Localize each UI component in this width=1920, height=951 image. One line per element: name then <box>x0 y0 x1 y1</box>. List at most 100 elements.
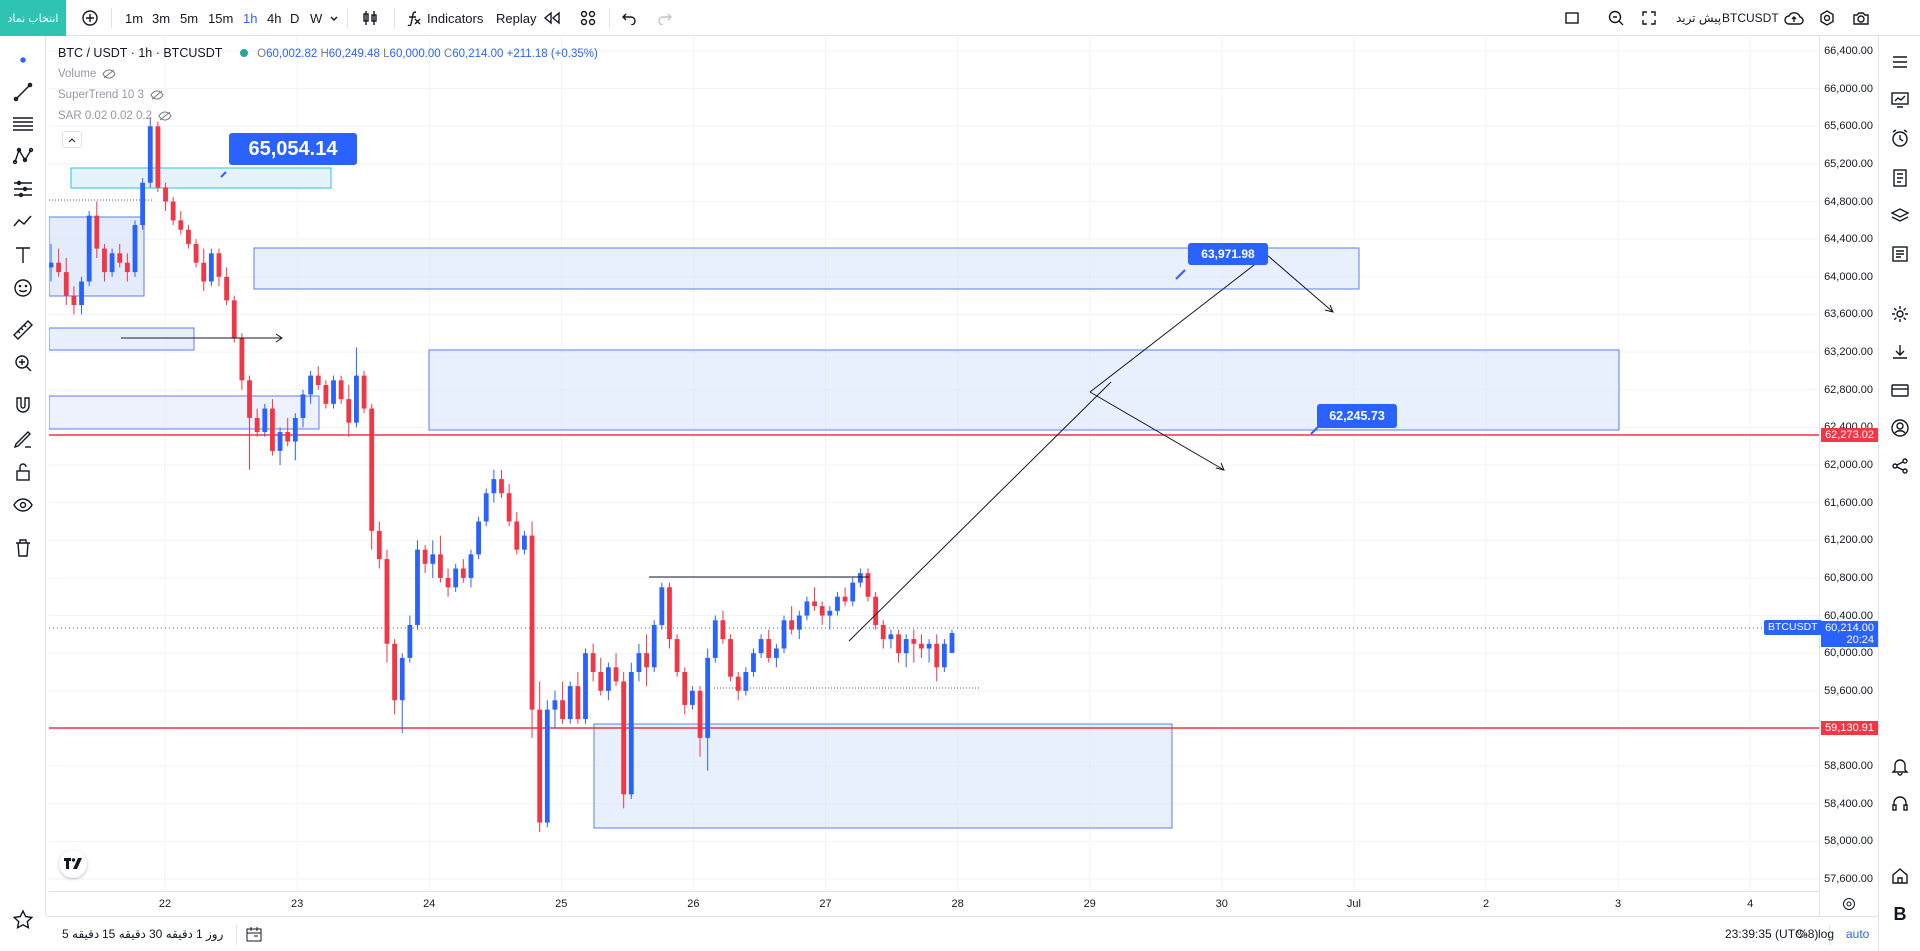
candle[interactable] <box>674 639 680 672</box>
candle[interactable] <box>300 394 306 418</box>
replay-rewind-icon[interactable] <box>542 0 562 36</box>
candle[interactable] <box>575 686 581 720</box>
home-icon[interactable] <box>1888 864 1912 888</box>
replay-button[interactable]: Replay <box>496 10 537 26</box>
candle[interactable] <box>758 639 764 654</box>
candle[interactable] <box>124 262 130 273</box>
candle[interactable] <box>285 432 291 442</box>
interval-4h[interactable]: 4h <box>267 10 282 26</box>
emoji-icon[interactable] <box>11 276 35 300</box>
candle[interactable] <box>659 587 665 625</box>
candle[interactable] <box>155 126 161 188</box>
candle[interactable] <box>94 215 100 249</box>
settings-icon[interactable] <box>1818 0 1836 36</box>
candle[interactable] <box>109 253 115 273</box>
candle[interactable] <box>102 248 107 273</box>
redo-icon[interactable] <box>657 0 673 36</box>
projection-arrow-down[interactable] <box>1089 391 1225 471</box>
candle[interactable] <box>934 643 940 668</box>
price-chart[interactable] <box>49 36 1819 916</box>
candle[interactable] <box>728 639 733 677</box>
candle[interactable] <box>453 568 459 588</box>
gear-icon[interactable] <box>1888 302 1912 326</box>
trend-line-icon[interactable] <box>11 80 35 104</box>
price-axis[interactable]: 57,600.0058,000.0058,400.0058,800.0059,2… <box>1819 36 1878 916</box>
axis-settings-icon[interactable] <box>1842 897 1856 911</box>
candle[interactable] <box>208 253 214 282</box>
candle-type-icon[interactable] <box>362 0 378 36</box>
candle[interactable] <box>193 243 199 263</box>
candle[interactable] <box>338 380 344 400</box>
candle[interactable] <box>308 375 314 395</box>
candle[interactable] <box>735 676 741 691</box>
projection-arrow-down-2[interactable] <box>1266 254 1334 313</box>
cursor-dot-icon[interactable] <box>11 48 35 72</box>
projection-line-long[interactable] <box>848 381 1112 642</box>
candle[interactable] <box>720 620 726 640</box>
pretrade-label[interactable]: پیش ترید <box>1676 11 1722 25</box>
candle[interactable] <box>537 709 543 823</box>
candle[interactable] <box>460 568 466 578</box>
candle[interactable] <box>873 596 879 625</box>
candle[interactable] <box>147 126 153 183</box>
candle[interactable] <box>384 559 390 644</box>
interval-15m[interactable]: 15m <box>208 10 234 26</box>
interval-d[interactable]: D <box>290 10 300 26</box>
percent-toggle[interactable]: % <box>1797 927 1808 941</box>
pattern-icon[interactable] <box>11 144 35 168</box>
candle[interactable] <box>880 624 886 640</box>
layout-grid-icon[interactable] <box>580 0 596 36</box>
candle[interactable] <box>407 624 413 658</box>
candle[interactable] <box>483 493 489 522</box>
zone-58600[interactable] <box>593 723 1173 829</box>
user-icon[interactable] <box>1888 416 1912 440</box>
auto-toggle[interactable]: auto <box>1846 927 1870 941</box>
candle[interactable] <box>773 648 779 658</box>
candle[interactable] <box>178 220 184 230</box>
candle[interactable] <box>346 399 352 423</box>
candle[interactable] <box>949 633 955 653</box>
candle[interactable] <box>239 337 245 381</box>
text-icon[interactable] <box>11 243 35 267</box>
brush-icon[interactable] <box>11 210 35 234</box>
candle[interactable] <box>323 385 329 404</box>
interval-5m[interactable]: 5m <box>180 10 199 26</box>
candle[interactable] <box>369 408 375 531</box>
candle[interactable] <box>613 667 619 682</box>
undo-icon[interactable] <box>621 0 637 36</box>
zoom-search-icon[interactable] <box>1607 0 1625 36</box>
candle[interactable] <box>544 709 550 823</box>
candle[interactable] <box>567 686 573 720</box>
news-icon[interactable] <box>1888 242 1912 266</box>
candle[interactable] <box>399 657 405 701</box>
candle[interactable] <box>644 653 649 668</box>
range-1d[interactable]: 1 روز <box>196 927 224 941</box>
lock-icon[interactable] <box>11 460 35 484</box>
time-axis[interactable]: 22 23 24 25 26 27 28 29 30 Jul 2 3 4 <box>49 891 1855 916</box>
candle[interactable] <box>812 601 817 607</box>
candle[interactable] <box>117 253 123 263</box>
candle[interactable] <box>552 700 558 710</box>
candle[interactable] <box>79 281 84 306</box>
range-5m[interactable]: 5 دقیقه <box>62 927 100 941</box>
candle[interactable] <box>919 643 924 649</box>
candle[interactable] <box>292 417 298 442</box>
candle[interactable] <box>468 554 474 578</box>
indicators-button[interactable]: Indicators <box>427 10 484 26</box>
symbol-search-button[interactable]: انتخاب نماد <box>0 0 66 36</box>
eye-hidden-icon[interactable] <box>158 111 172 121</box>
candle[interactable] <box>86 215 92 282</box>
ruler-icon[interactable] <box>11 318 35 342</box>
candle[interactable] <box>636 653 642 672</box>
candle[interactable] <box>705 657 711 738</box>
candle[interactable] <box>254 417 260 433</box>
volume-indicator[interactable]: Volume <box>58 68 116 80</box>
interval-1h[interactable]: 1h <box>243 10 258 26</box>
pencil-lock-icon[interactable] <box>11 427 35 451</box>
candle[interactable] <box>430 554 436 564</box>
eye-hidden-icon[interactable] <box>102 69 116 79</box>
sar-indicator[interactable]: SAR 0.02 0.02 0.2 <box>58 110 172 122</box>
layers-icon[interactable] <box>1888 204 1912 228</box>
zone-63900[interactable] <box>253 247 1360 290</box>
prediction-icon[interactable] <box>11 177 35 201</box>
